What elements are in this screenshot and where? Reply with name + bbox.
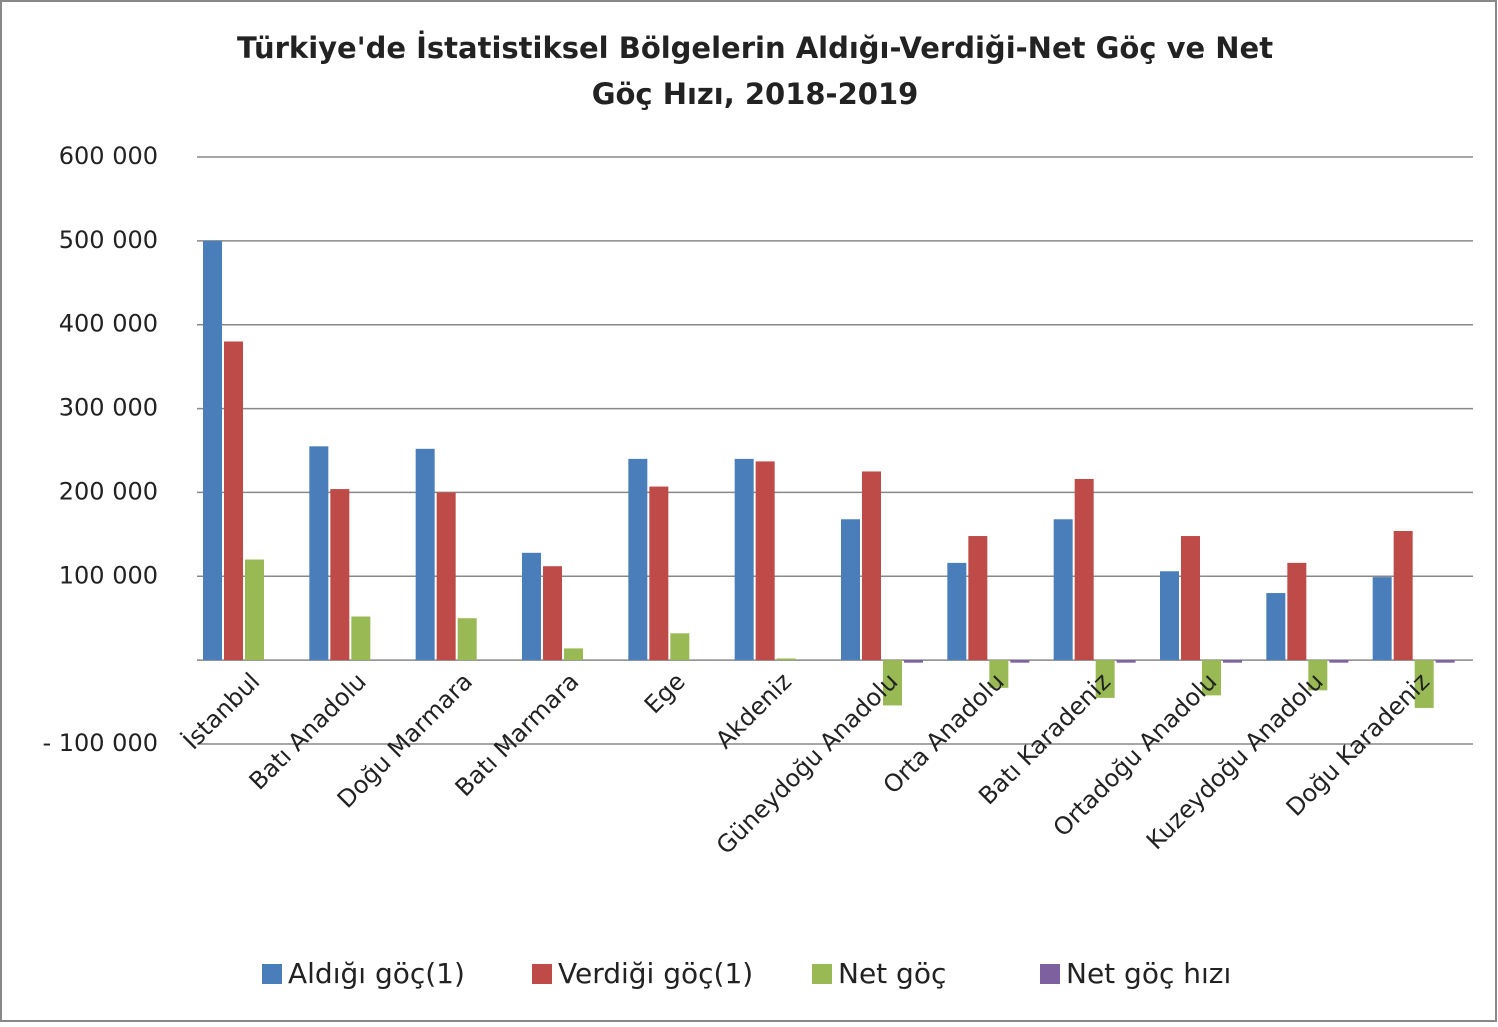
bar bbox=[1414, 660, 1434, 708]
bar bbox=[564, 648, 583, 661]
legend-label: Verdiği göç(1) bbox=[558, 957, 753, 990]
bar bbox=[904, 660, 923, 663]
bar bbox=[1202, 660, 1221, 696]
bar bbox=[755, 461, 775, 661]
bar bbox=[734, 458, 754, 661]
y-tick-label: 300 000 bbox=[59, 394, 158, 422]
bar bbox=[351, 616, 371, 661]
bar bbox=[415, 448, 435, 661]
bar bbox=[841, 519, 860, 661]
bar bbox=[776, 658, 796, 661]
bar bbox=[862, 471, 881, 661]
bar bbox=[522, 552, 541, 661]
legend-label: Net göç hızı bbox=[1066, 957, 1231, 990]
y-tick-label: 500 000 bbox=[59, 226, 158, 254]
legend-label: Aldığı göç(1) bbox=[288, 957, 465, 990]
bar bbox=[1329, 660, 1349, 663]
bar bbox=[1393, 531, 1413, 661]
y-tick-label: 200 000 bbox=[59, 477, 158, 505]
legend-swatch bbox=[532, 964, 552, 984]
bar bbox=[989, 660, 1009, 688]
bar bbox=[1266, 593, 1286, 661]
bar bbox=[457, 618, 477, 661]
bar bbox=[224, 341, 243, 661]
bar bbox=[1053, 519, 1073, 661]
bar bbox=[968, 536, 988, 661]
bar bbox=[628, 458, 648, 661]
y-tick-label: 100 000 bbox=[59, 561, 158, 589]
legend-swatch bbox=[262, 964, 282, 984]
bar bbox=[543, 566, 562, 661]
y-tick-label: 400 000 bbox=[59, 310, 158, 338]
bar bbox=[670, 633, 690, 661]
bar bbox=[883, 660, 902, 706]
bar bbox=[1308, 660, 1328, 691]
bar bbox=[245, 559, 264, 661]
bar bbox=[649, 486, 669, 661]
bar bbox=[1116, 660, 1136, 663]
bar bbox=[330, 489, 350, 661]
bar bbox=[1074, 479, 1094, 661]
bar bbox=[1160, 571, 1179, 661]
y-tick-label: - 100 000 bbox=[42, 729, 158, 757]
bar bbox=[947, 562, 967, 661]
bar bbox=[203, 240, 222, 661]
bar bbox=[1223, 660, 1242, 663]
bar bbox=[1435, 660, 1455, 663]
legend-swatch bbox=[812, 964, 832, 984]
chart-title: Türkiye'de İstatistiksel Bölgelerin Aldı… bbox=[237, 31, 1273, 111]
bar bbox=[1010, 660, 1030, 663]
bar bbox=[436, 492, 456, 661]
bar bbox=[1181, 536, 1200, 661]
y-tick-label: 600 000 bbox=[59, 142, 158, 170]
bar bbox=[1372, 577, 1392, 661]
bar bbox=[309, 446, 329, 661]
bar bbox=[1095, 660, 1115, 698]
legend-swatch bbox=[1040, 964, 1060, 984]
bar bbox=[1287, 562, 1307, 661]
legend-label: Net göç bbox=[838, 957, 946, 990]
